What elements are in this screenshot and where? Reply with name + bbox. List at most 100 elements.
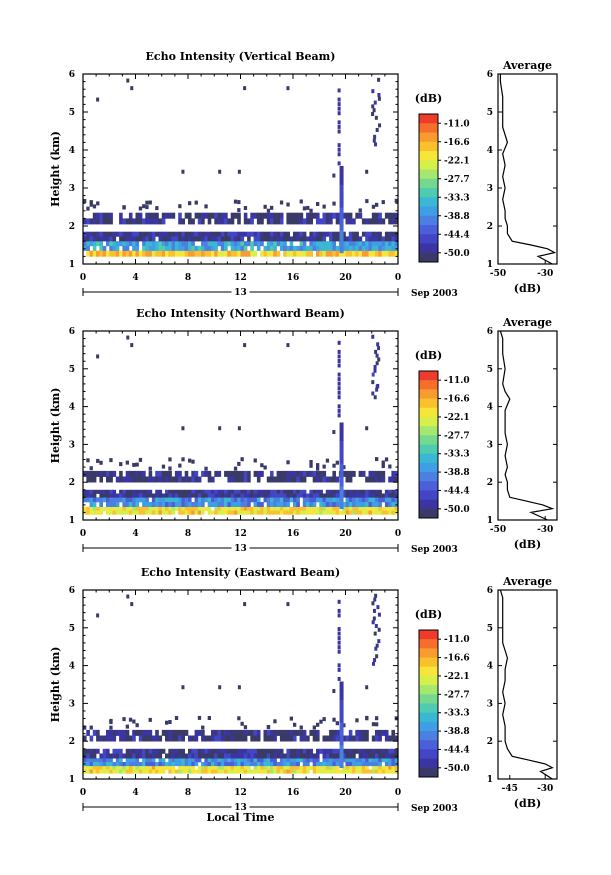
heatmap-cell	[388, 241, 392, 247]
heatmap-cell	[224, 765, 228, 770]
heatmap-cell	[145, 762, 149, 767]
heatmap-cell	[247, 497, 251, 503]
heatmap-cell	[372, 108, 376, 113]
heatmap-cell	[161, 218, 166, 225]
heatmap-cell	[181, 245, 185, 251]
heatmap-cell	[240, 241, 245, 247]
heatmap-cell	[371, 748, 376, 754]
heatmap-cell	[102, 236, 107, 242]
heatmap-cell	[142, 231, 146, 237]
heatmap-cell	[335, 510, 340, 515]
heatmap-cell	[375, 476, 379, 483]
heatmap-cell	[148, 753, 153, 759]
heatmap-cell	[132, 729, 136, 736]
heatmap-cell	[201, 765, 205, 770]
heatmap-cell	[388, 510, 392, 515]
heatmap-cell	[171, 497, 176, 503]
heatmap-cell	[339, 225, 344, 231]
heatmap-cell	[188, 250, 192, 257]
heatmap-cell	[207, 762, 212, 767]
heatmap-cell	[342, 245, 346, 251]
heatmap-cell	[365, 716, 369, 721]
heatmap-cell	[201, 470, 205, 477]
heatmap-cell	[151, 765, 156, 770]
heatmap-cell	[201, 497, 205, 503]
heatmap-cell	[345, 762, 350, 767]
heatmap-cell	[142, 506, 146, 511]
heatmap-cell	[325, 241, 330, 247]
heatmap-cell	[263, 762, 268, 767]
average-y-tick-label: 4	[487, 403, 493, 413]
heatmap-cell	[125, 502, 130, 507]
colorbar-swatch	[419, 648, 438, 658]
heatmap-cell	[322, 497, 327, 503]
heatmap-cell	[237, 426, 241, 431]
heatmap-cell	[345, 735, 350, 742]
heatmap-cell	[181, 765, 185, 770]
heatmap-cell	[263, 729, 268, 736]
heatmap-cell	[299, 753, 304, 759]
heatmap-cell	[368, 236, 373, 242]
heatmap-cell	[168, 497, 172, 503]
heatmap-cell	[106, 476, 110, 483]
heatmap-cell	[135, 510, 140, 515]
heatmap-cell	[220, 758, 225, 763]
heatmap-cell	[293, 502, 297, 507]
heatmap-cell	[138, 762, 143, 767]
heatmap-cell	[273, 765, 277, 770]
heatmap-cell	[289, 506, 294, 511]
heatmap-cell	[355, 489, 359, 494]
heatmap-cell	[132, 497, 136, 503]
heatmap-cell	[377, 346, 381, 351]
heatmap-cell	[263, 765, 268, 770]
heatmap-cell	[96, 735, 100, 742]
heatmap-cell	[371, 334, 375, 339]
heatmap-cell	[240, 510, 245, 515]
heatmap-cell	[332, 476, 336, 483]
heatmap-cell	[299, 489, 304, 494]
heatmap-cell	[112, 497, 117, 503]
heatmap-cell	[339, 472, 344, 478]
heatmap-cell	[371, 212, 376, 219]
heatmap-cell	[348, 762, 353, 767]
heatmap-cell	[211, 765, 215, 770]
heatmap-cell	[125, 748, 130, 754]
heatmap-cell	[299, 725, 303, 730]
heatmap-cell	[316, 212, 320, 219]
heatmap-cell	[181, 169, 185, 174]
x-tick-label: 20	[339, 529, 352, 539]
heatmap-cell	[227, 769, 231, 774]
heatmap-cell	[325, 476, 330, 483]
colorbar-swatch	[419, 380, 438, 390]
heatmap-cell	[375, 510, 379, 515]
date-bar-gap	[231, 542, 250, 552]
heatmap-cell	[339, 458, 344, 464]
heatmap-cell	[306, 218, 310, 225]
heatmap-cell	[178, 502, 182, 507]
heatmap-cell	[168, 245, 172, 251]
heatmap-cell	[211, 502, 215, 507]
heatmap-cell	[361, 758, 366, 763]
heatmap-cell	[168, 493, 172, 498]
heatmap-cell	[339, 440, 344, 446]
heatmap-cell	[388, 493, 392, 498]
heatmap-cell	[296, 212, 300, 219]
heatmap-cell	[171, 510, 176, 515]
heatmap-cell	[337, 349, 341, 354]
heatmap-cell	[115, 493, 120, 498]
heatmap-cell	[155, 502, 159, 507]
heatmap-cell	[125, 724, 129, 729]
heatmap-cell	[240, 506, 245, 511]
heatmap-cell	[377, 77, 381, 82]
heatmap-cell	[335, 250, 340, 257]
heatmap-cell	[273, 489, 277, 494]
heatmap-cell	[381, 493, 386, 498]
colorbar-swatch	[419, 426, 438, 436]
heatmap-cell	[188, 245, 192, 251]
heatmap-cell	[243, 506, 248, 511]
heatmap-cell	[391, 506, 395, 511]
heatmap-cell	[243, 218, 248, 225]
heatmap-cell	[279, 493, 284, 498]
heatmap-cell	[296, 250, 300, 257]
heatmap-cell	[335, 460, 339, 465]
